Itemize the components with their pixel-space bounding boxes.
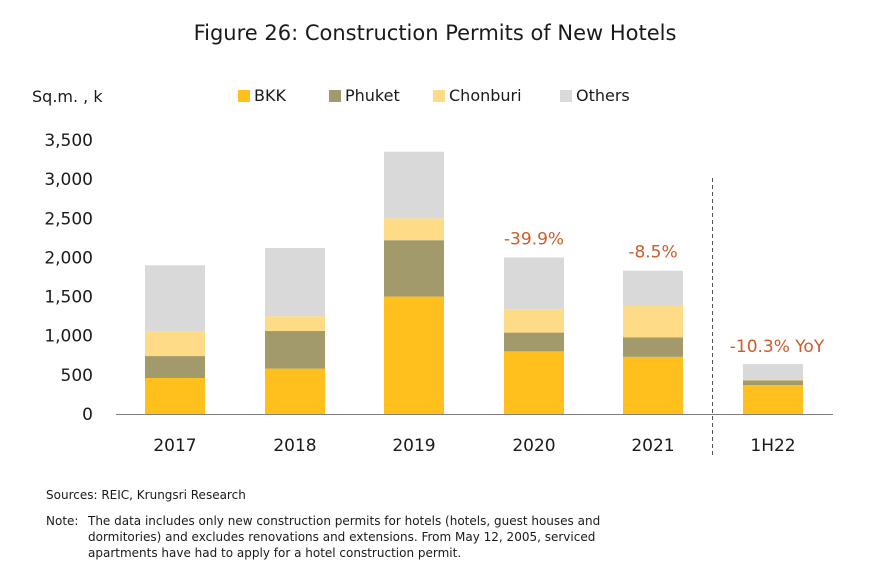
bar-phuket-1h22 xyxy=(743,380,803,386)
y-tick-label: 1,500 xyxy=(44,288,93,308)
y-tick-label: 1,000 xyxy=(44,327,93,347)
bar-others-1h22 xyxy=(743,363,803,380)
note-text: The data includes only new construction … xyxy=(88,514,601,560)
y-tick-label: 0 xyxy=(82,405,93,425)
bar-others-2021 xyxy=(623,270,683,306)
bar-others-2020 xyxy=(504,257,564,310)
legend-label-chonburi: Chonburi xyxy=(449,86,522,105)
bar-bkk-2018 xyxy=(265,368,325,414)
bar-bkk-2019 xyxy=(384,296,444,414)
x-tick-label: 1H22 xyxy=(750,436,795,456)
legend-label-bkk: BKK xyxy=(254,86,286,105)
growth-annotation: -10.3% YoY xyxy=(730,337,825,357)
bar-chonburi-2021 xyxy=(623,305,683,338)
x-tick-label: 2020 xyxy=(512,436,555,456)
bar-phuket-2020 xyxy=(504,332,564,352)
bar-bkk-2020 xyxy=(504,351,564,414)
bar-others-2019 xyxy=(384,151,444,219)
bar-chonburi-2018 xyxy=(265,316,325,332)
bar-chonburi-2019 xyxy=(384,218,444,241)
growth-annotation: -8.5% xyxy=(628,243,677,263)
y-tick-label: 2,500 xyxy=(44,209,93,229)
bar-bkk-2021 xyxy=(623,356,683,414)
bar-chonburi-1h22 xyxy=(743,379,803,381)
y-tick-label: 500 xyxy=(61,366,93,386)
bar-bkk-2017 xyxy=(145,377,205,414)
note: Note: The data includes only new constru… xyxy=(46,513,646,561)
legend-swatch-chonburi xyxy=(433,90,445,102)
x-tick-label: 2017 xyxy=(153,436,196,456)
legend-swatch-others xyxy=(560,90,572,102)
bar-chonburi-2017 xyxy=(145,331,205,357)
bar-phuket-2019 xyxy=(384,240,444,297)
y-axis-unit-label: Sq.m. , k xyxy=(32,87,103,106)
x-tick-label: 2019 xyxy=(392,436,435,456)
legend-swatch-phuket xyxy=(329,90,341,102)
y-tick-label: 3,000 xyxy=(44,170,93,190)
bar-others-2017 xyxy=(145,265,205,332)
x-tick-label: 2021 xyxy=(631,436,674,456)
y-tick-label: 3,500 xyxy=(44,131,93,151)
x-tick-label: 2018 xyxy=(273,436,316,456)
chart-title: Figure 26: Construction Permits of New H… xyxy=(194,21,677,45)
bar-phuket-2021 xyxy=(623,337,683,357)
bar-phuket-2018 xyxy=(265,331,325,369)
bar-bkk-1h22 xyxy=(743,385,803,414)
note-label: Note: xyxy=(46,514,79,528)
sources-text: Sources: REIC, Krungsri Research xyxy=(46,488,246,502)
legend-label-others: Others xyxy=(576,86,630,105)
legend-swatch-bkk xyxy=(238,90,250,102)
stacked-bar-chart: Figure 26: Construction Permits of New H… xyxy=(32,21,833,456)
bar-others-2018 xyxy=(265,248,325,317)
bar-phuket-2017 xyxy=(145,356,205,378)
growth-annotation: -39.9% xyxy=(504,229,564,249)
y-tick-label: 2,000 xyxy=(44,248,93,268)
legend-label-phuket: Phuket xyxy=(345,86,400,105)
bar-chonburi-2020 xyxy=(504,309,564,333)
